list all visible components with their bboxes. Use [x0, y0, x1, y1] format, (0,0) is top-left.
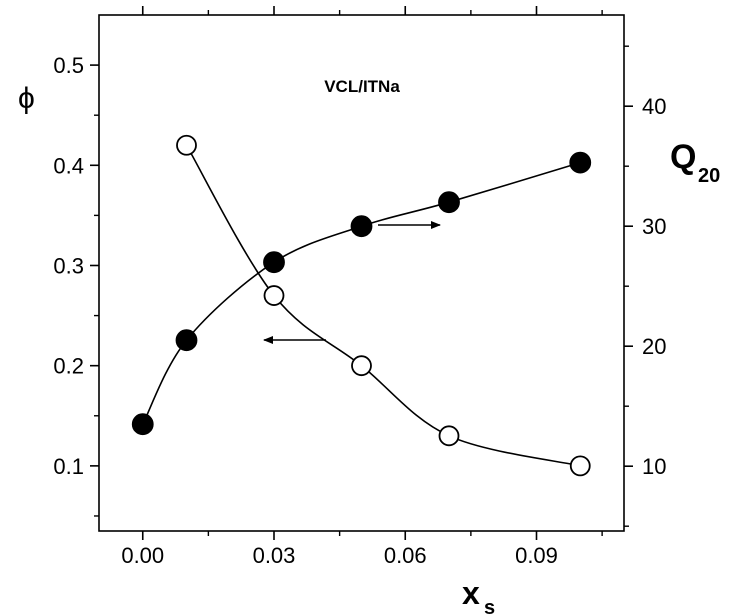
open-circle-point	[351, 355, 372, 377]
axis-ticks: 0.00 0.03 0.06 0.09 0.1 0.2 0.3 0.4 0.5 10 20 30 40	[53, 6, 666, 568]
y-right-axis-title: Q	[670, 138, 696, 176]
filled-circle-point	[350, 215, 373, 238]
y-right-tick-label: 20	[642, 334, 666, 359]
plot-frame	[98, 14, 625, 532]
x-axis-subscript: s	[484, 597, 495, 616]
filled-circle-point	[438, 191, 460, 214]
open-circle-point	[569, 455, 591, 477]
series-0-curve	[185, 144, 581, 467]
filled-circle-point	[569, 151, 592, 174]
data-points	[131, 134, 592, 477]
y-left-tick-label: 0.3	[53, 253, 84, 278]
series-1-curve	[142, 161, 581, 425]
x-tick-label: 0.06	[384, 543, 427, 568]
y-right-tick-label: 30	[642, 214, 666, 239]
y-left-tick-label: 0.5	[53, 53, 84, 78]
y-left-tick-label: 0.4	[53, 153, 84, 178]
open-circle-point	[176, 134, 197, 156]
y-right-tick-label: 10	[642, 454, 666, 479]
open-circle-point	[438, 425, 460, 447]
x-axis-title: x	[462, 575, 480, 611]
filled-circle-point	[263, 251, 285, 274]
x-tick-label: 0.03	[253, 543, 296, 568]
fit-curves	[142, 144, 581, 467]
y-right-axis-subscript: 20	[698, 165, 720, 187]
x-tick-label: 0.00	[121, 543, 164, 568]
y-left-tick-label: 0.1	[53, 454, 84, 479]
open-circle-point	[263, 285, 285, 306]
axis-arrows	[263, 221, 441, 344]
filled-circle-point	[175, 329, 198, 352]
x-tick-label: 0.09	[515, 543, 558, 568]
annotation-label: VCL/ITNa	[324, 77, 400, 96]
y-left-tick-label: 0.2	[53, 354, 84, 379]
filled-circle-point	[131, 413, 154, 436]
y-left-axis-title: ϕ	[18, 82, 35, 115]
y-right-tick-label: 40	[642, 94, 666, 119]
